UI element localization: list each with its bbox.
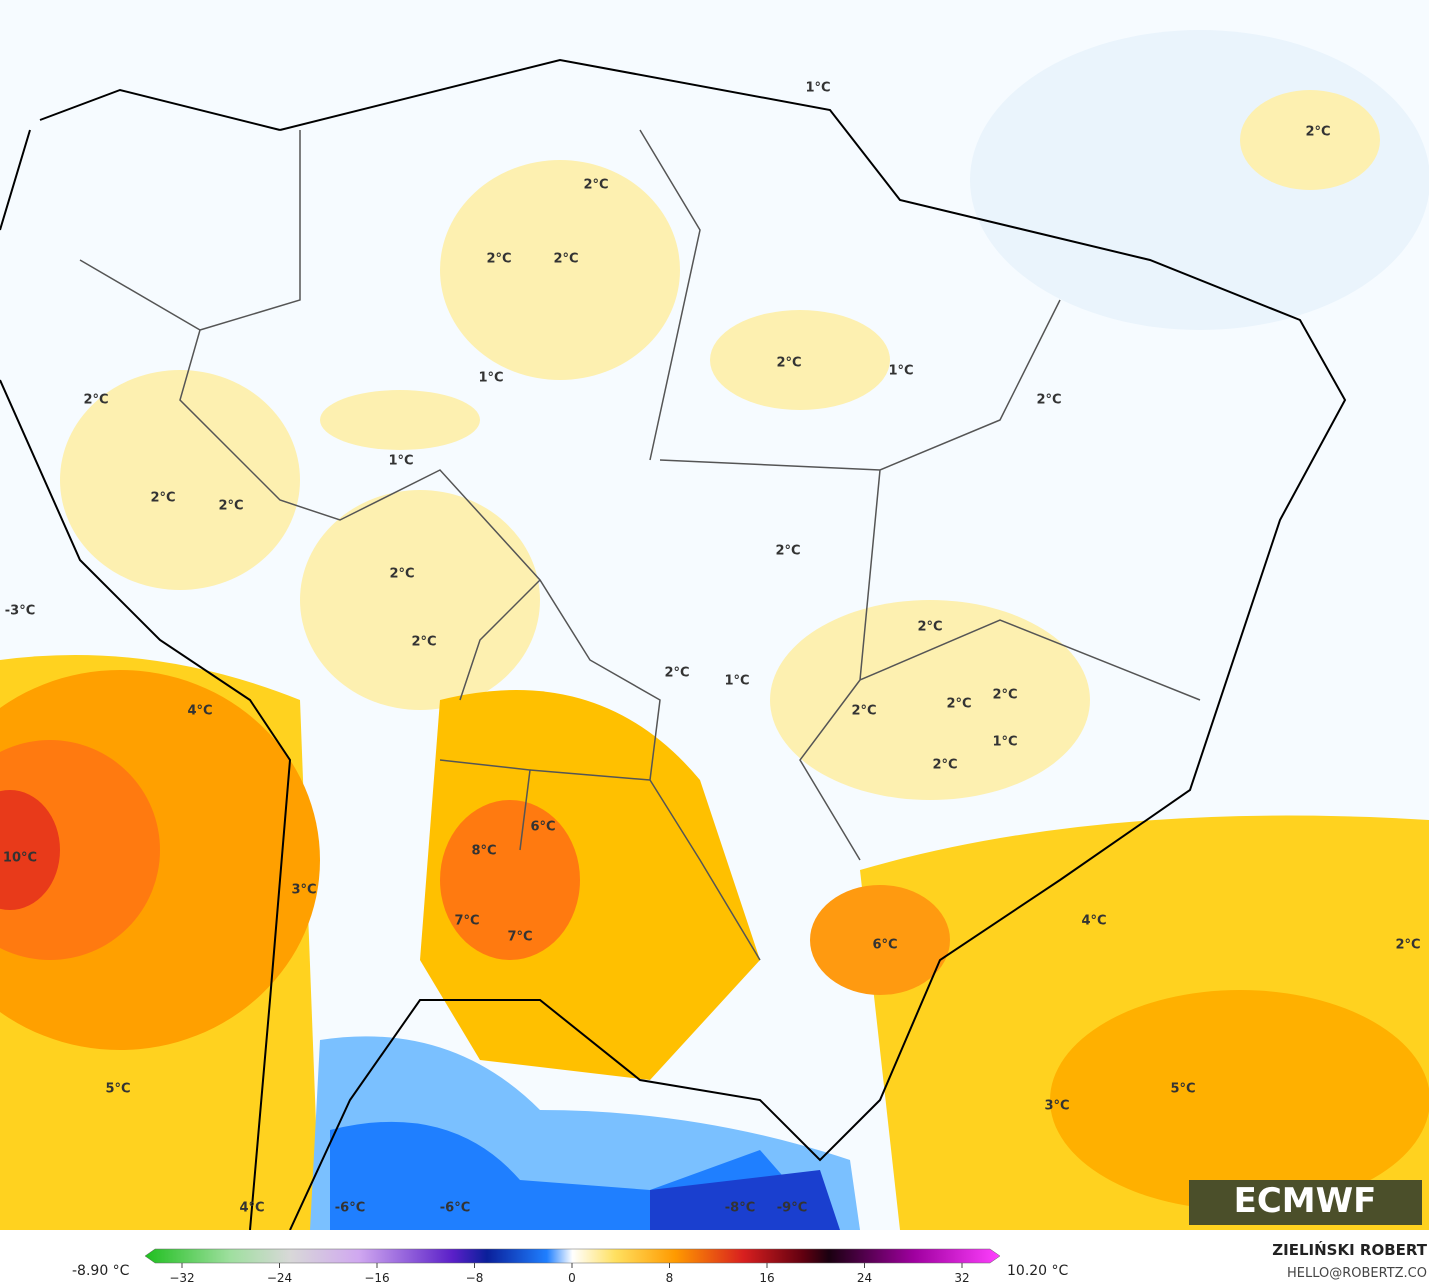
temp-label: 4°C xyxy=(239,1201,264,1216)
temp-label: 2°C xyxy=(917,620,942,635)
temp-label: 2°C xyxy=(553,252,578,267)
temp-label: 10°C xyxy=(3,851,37,866)
temp-label: 2°C xyxy=(389,567,414,582)
credit-email: HELLO@ROBERTZ.CO xyxy=(1287,1266,1427,1281)
map-labels: 1°C 2°C 2°C 2°C 2°C 2°C 1°C 1°C 2°C 2°C 1°C 2°C 2°C 2… xyxy=(3,81,1421,1216)
colorbar-tick-label: 16 xyxy=(759,1271,774,1285)
colorbar-tick-label: 32 xyxy=(954,1271,969,1285)
temp-label: 2°C xyxy=(486,252,511,267)
temp-label: 2°C xyxy=(1305,125,1330,140)
map xyxy=(0,30,1429,1231)
temp-label: 1°C xyxy=(888,364,913,379)
colorbar-tick-label: −32 xyxy=(169,1271,194,1285)
temp-label: -6°C xyxy=(440,1201,470,1216)
temp-label: 1°C xyxy=(478,371,503,386)
temp-label: 2°C xyxy=(992,688,1017,703)
colorbar-ticks: −32 −24 −16 −8 0 8 16 24 32 xyxy=(169,1263,970,1285)
temp-label: 2°C xyxy=(1036,393,1061,408)
temp-label: 2°C xyxy=(664,666,689,681)
colorbar xyxy=(144,1248,1001,1264)
temp-label: 2°C xyxy=(411,635,436,650)
temp-label: 7°C xyxy=(454,914,479,929)
temp-label: 2°C xyxy=(776,356,801,371)
temp-label: 5°C xyxy=(105,1082,130,1097)
colorbar-tick-label: −16 xyxy=(364,1271,389,1285)
temp-label: 2°C xyxy=(1395,938,1420,953)
temp-label: 2°C xyxy=(851,704,876,719)
temp-label: 1°C xyxy=(992,735,1017,750)
temp-label: 1°C xyxy=(388,454,413,469)
colorbar-tick-label: −24 xyxy=(267,1271,292,1285)
temp-label: 2°C xyxy=(775,544,800,559)
temp-label: 2°C xyxy=(83,393,108,408)
colorbar-tick-label: 24 xyxy=(857,1271,872,1285)
colorbar-tick-label: 8 xyxy=(666,1271,674,1285)
temp-label: 1°C xyxy=(805,81,830,96)
temp-label: 2°C xyxy=(150,491,175,506)
temp-label: 2°C xyxy=(946,697,971,712)
temp-label: 6°C xyxy=(872,938,897,953)
temp-label: -3°C xyxy=(5,604,35,619)
temp-label: 8°C xyxy=(471,844,496,859)
temp-label: -6°C xyxy=(335,1201,365,1216)
temp-label: 2°C xyxy=(932,758,957,773)
temp-label: -8°C xyxy=(725,1201,755,1216)
temp-label: 1°C xyxy=(724,674,749,689)
temp-label: 2°C xyxy=(583,178,608,193)
temp-label: 4°C xyxy=(1081,914,1106,929)
temp-label: -9°C xyxy=(777,1201,807,1216)
colorbar-tick-label: −8 xyxy=(466,1271,484,1285)
temp-label: 5°C xyxy=(1170,1082,1195,1097)
temp-label: 3°C xyxy=(291,883,316,898)
temp-label: 3°C xyxy=(1044,1099,1069,1114)
temp-label: 7°C xyxy=(507,930,532,945)
temp-label: 6°C xyxy=(530,820,555,835)
colorbar-max: 10.20 °C xyxy=(1007,1263,1069,1279)
colorbar-min: -8.90 °C xyxy=(72,1263,130,1279)
temp-label: 2°C xyxy=(218,499,243,514)
colorbar-tick-label: 0 xyxy=(568,1271,576,1285)
logo: ECMWF xyxy=(1234,1181,1377,1221)
temp-label: 4°C xyxy=(187,704,212,719)
logo-box xyxy=(1189,1180,1422,1225)
credit-name: ZIELIŃSKI ROBERT xyxy=(1272,1240,1427,1259)
